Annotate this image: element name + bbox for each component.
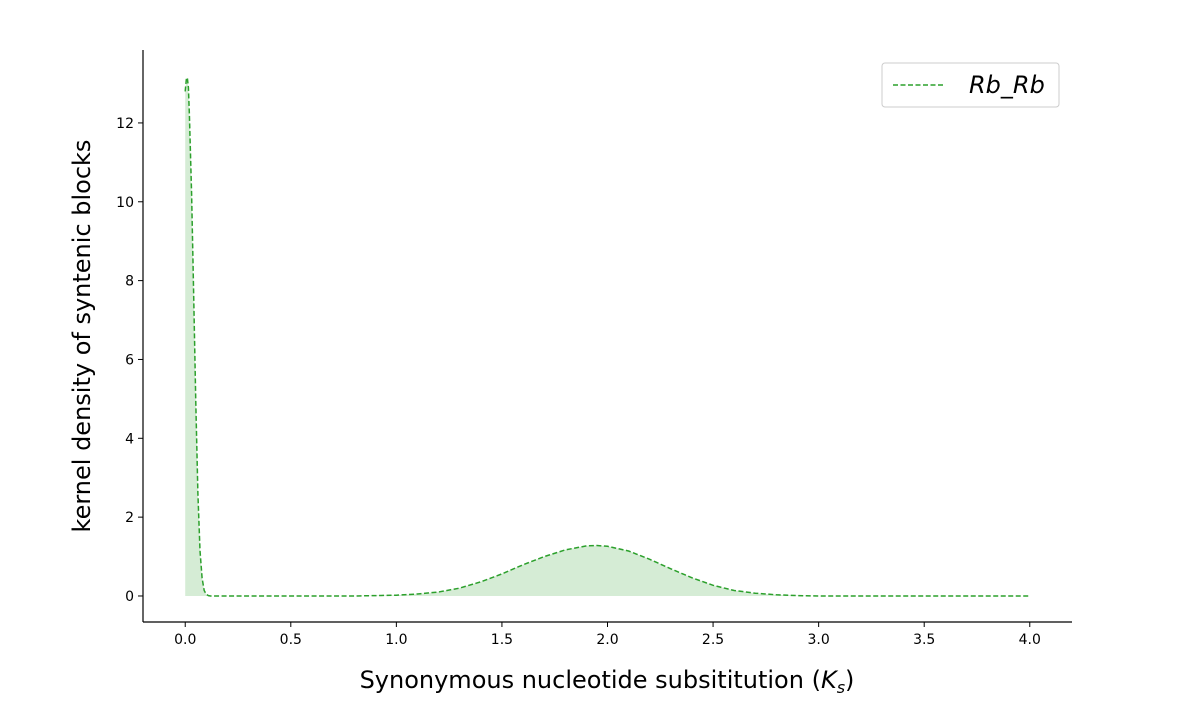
legend-frame [881, 62, 1060, 108]
y-tick-label: 10 [116, 195, 134, 211]
y-tick-label: 0 [125, 589, 134, 605]
x-axis-title: Synonymous nucleotide subsititution (Ks) [360, 666, 855, 697]
y-tick-label: 8 [125, 274, 134, 290]
x-tick-label: 0.5 [280, 632, 302, 648]
legend-label-rb-rb: Rb_Rb [969, 71, 1045, 99]
y-tick-label: 4 [125, 431, 134, 447]
y-ticks: 0 2 4 6 8 10 12 [116, 116, 143, 605]
y-tick-label: 12 [116, 116, 134, 132]
x-tick-label: 0.0 [174, 632, 196, 648]
x-tick-label: 2.5 [702, 632, 724, 648]
density-fill-0 [185, 77, 1030, 597]
x-tick-label: 1.0 [385, 632, 407, 648]
x-ticks: 0.0 0.5 1.0 1.5 2.0 2.5 3.0 3.5 4.0 [174, 622, 1041, 648]
plot-area [184, 74, 1030, 597]
y-tick-label: 6 [125, 352, 134, 368]
legend: Rb_Rb [881, 62, 1060, 108]
x-tick-label: 3.5 [913, 632, 935, 648]
density-line-0 [184, 74, 1030, 597]
axes [142, 50, 1072, 623]
y-tick-label: 2 [125, 510, 134, 526]
x-tick-label: 2.0 [596, 632, 618, 648]
x-tick-label: 3.0 [808, 632, 830, 648]
y-axis-title: kernel density of syntenic blocks [68, 140, 96, 533]
x-tick-label: 4.0 [1019, 632, 1041, 648]
x-tick-label: 1.5 [491, 632, 513, 648]
